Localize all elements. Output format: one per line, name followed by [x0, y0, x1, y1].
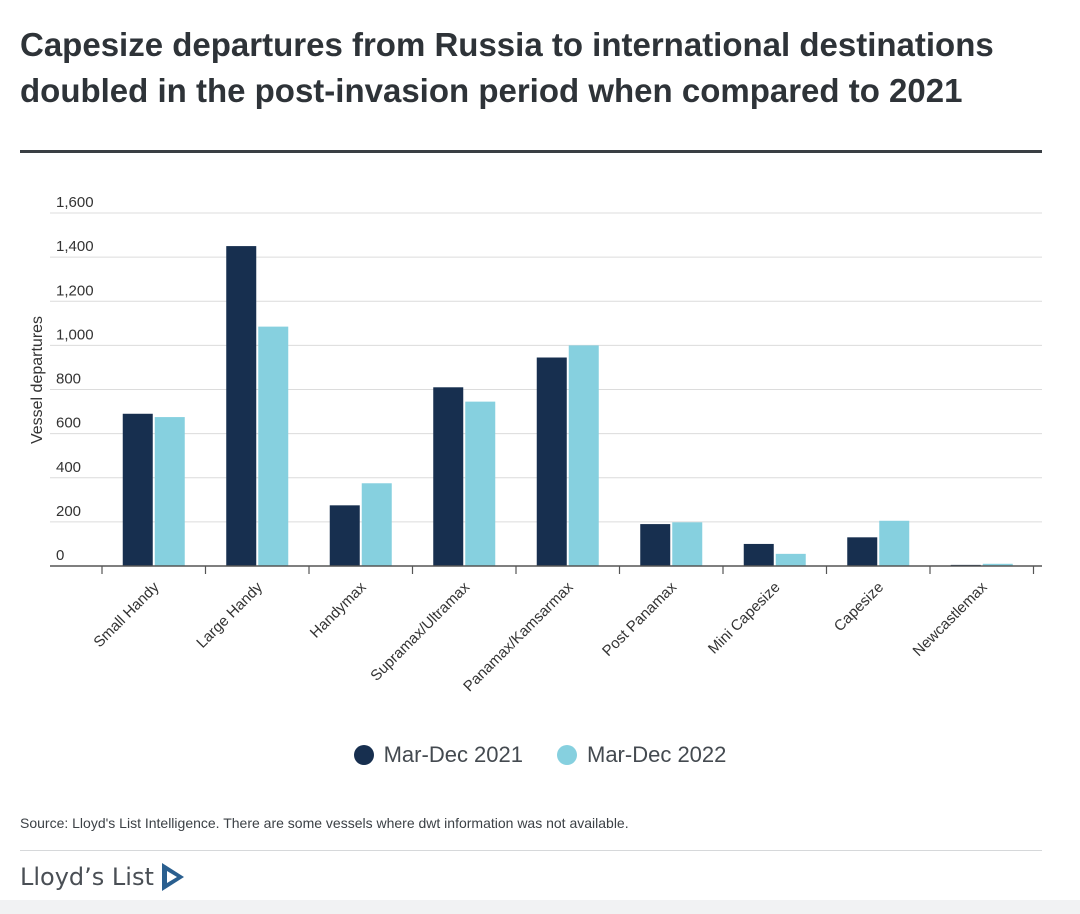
- bar-2021[interactable]: [847, 537, 878, 566]
- y-tick-label: 800: [56, 371, 81, 388]
- bar-2021[interactable]: [226, 246, 257, 566]
- y-tick-label: 1,600: [56, 194, 94, 211]
- bottom-strip: [0, 900, 1080, 914]
- legend-label-2021: Mar-Dec 2021: [383, 742, 523, 767]
- lloyds-list-logo-icon: [161, 863, 184, 891]
- x-tick-label: Mini Capesize: [705, 579, 784, 658]
- x-tick-label: Supramax/Ultramax: [367, 578, 473, 684]
- bar-2021[interactable]: [122, 413, 153, 566]
- bar-chart: 0 200 400 600 800 1,000 1,200 1,400 1,600 Small …: [29, 194, 1042, 695]
- x-tick-label: Large Handy: [193, 578, 266, 651]
- y-tick-label: 0: [56, 547, 64, 564]
- bar-2022[interactable]: [982, 563, 1013, 566]
- bar-2022[interactable]: [465, 401, 496, 566]
- legend-swatch-2021: [353, 745, 374, 765]
- legend-item-2021[interactable]: Mar-Dec 2021: [353, 742, 523, 768]
- brand[interactable]: Lloyd’s List: [20, 860, 186, 894]
- y-tick-label: 1,400: [56, 238, 94, 255]
- y-tick-label: 1,000: [56, 326, 94, 343]
- x-tick-label: Small Handy: [90, 578, 163, 651]
- bar-2022[interactable]: [258, 326, 289, 566]
- bar-2021[interactable]: [433, 387, 464, 566]
- footer-divider: [20, 850, 1042, 851]
- bar-2022[interactable]: [154, 417, 185, 566]
- title-divider: [20, 150, 1042, 153]
- bar-2021[interactable]: [743, 543, 774, 566]
- y-tick-label: 200: [56, 503, 81, 520]
- y-tick-label: 400: [56, 459, 81, 476]
- brand-name: Lloyd’s List: [20, 863, 154, 891]
- source-note: Source: Lloyd's List Intelligence. There…: [20, 815, 629, 831]
- x-tick-label: Handymax: [307, 578, 370, 641]
- y-tick-label: 600: [56, 415, 81, 432]
- legend: Mar-Dec 2021 Mar-Dec 2022: [0, 742, 1080, 768]
- bar-2021[interactable]: [640, 524, 671, 566]
- x-tick-label: Newcastlemax: [910, 578, 991, 659]
- bar-2022[interactable]: [672, 522, 703, 566]
- legend-swatch-2022: [557, 745, 577, 765]
- bar-2022[interactable]: [879, 520, 910, 566]
- y-tick-label: 1,200: [56, 282, 94, 299]
- bar-2021[interactable]: [329, 505, 360, 566]
- chart-title: Capesize departures from Russia to inter…: [20, 26, 994, 109]
- legend-label-2022: Mar-Dec 2022: [587, 742, 727, 767]
- y-axis-label: Vessel departures: [29, 316, 46, 444]
- bar-2022[interactable]: [361, 483, 392, 566]
- x-tick-label: Capesize: [831, 579, 887, 635]
- legend-item-2022[interactable]: Mar-Dec 2022: [557, 742, 726, 768]
- bar-2022[interactable]: [775, 553, 806, 566]
- x-tick-label: Panamax/Kamsarmax: [460, 578, 577, 695]
- bar-2021[interactable]: [536, 357, 567, 566]
- bar-2022[interactable]: [568, 345, 599, 566]
- x-tick-label: Post Panamax: [599, 578, 680, 659]
